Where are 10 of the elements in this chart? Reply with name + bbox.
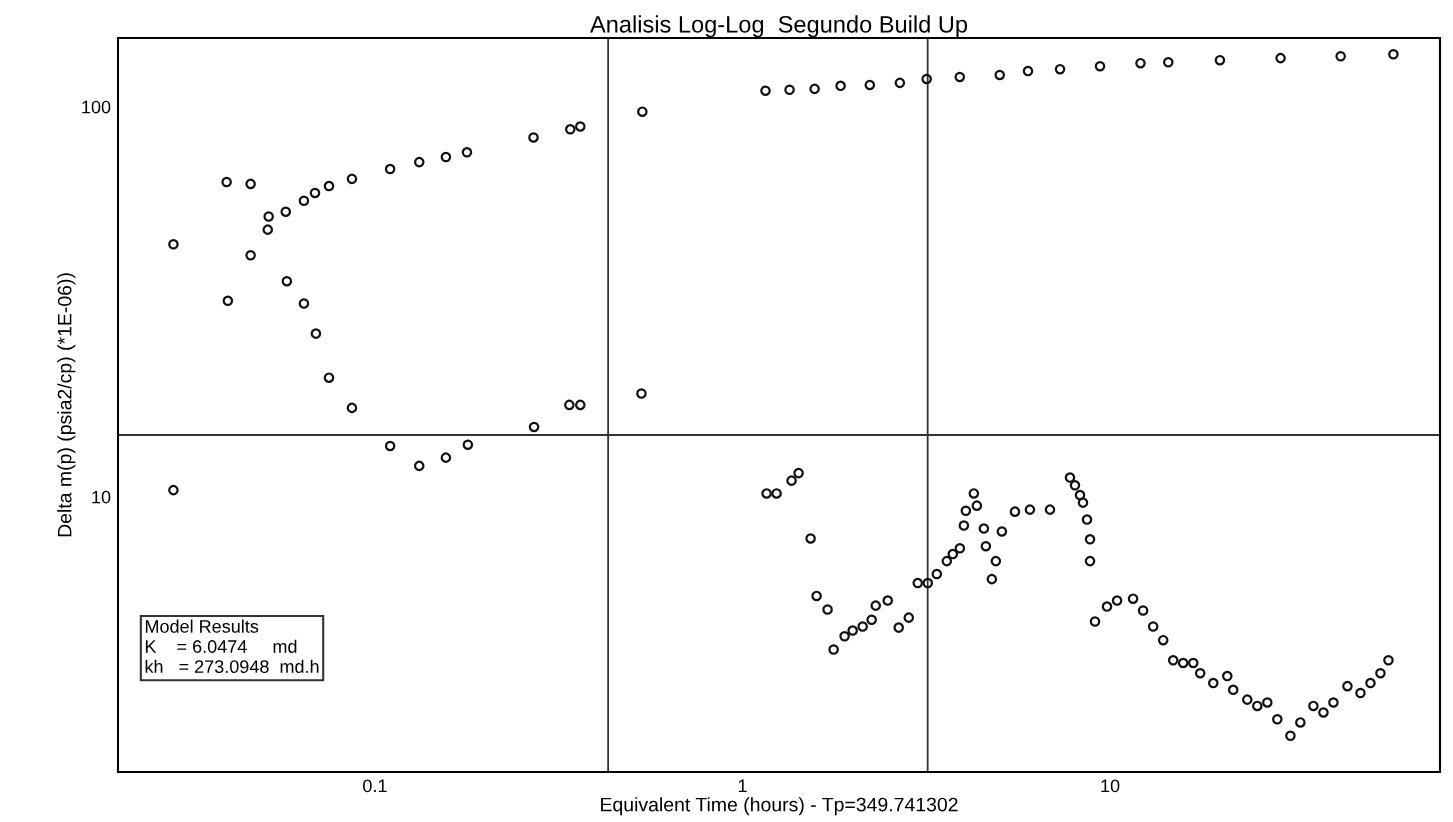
x-tick-label: 1 xyxy=(738,779,747,793)
annotation: kh = 273.0948 md.h xyxy=(145,659,319,674)
chart-title: Analisis Log-Log Segundo Build Up xyxy=(590,15,968,38)
x-tick-label: 0.1 xyxy=(363,779,387,793)
y-axis-title: Delta m(p) (psia2/cp) (*1E-06)) xyxy=(57,273,76,537)
annotation: Model Results xyxy=(145,619,259,633)
y-tick-label: 100 xyxy=(82,100,111,114)
x-tick-label: 10 xyxy=(1101,779,1120,793)
annotation: K = 6.0474 md xyxy=(145,639,297,653)
x-axis-title: Equivalent Time (hours) - Tp=349.741302 xyxy=(601,797,958,816)
